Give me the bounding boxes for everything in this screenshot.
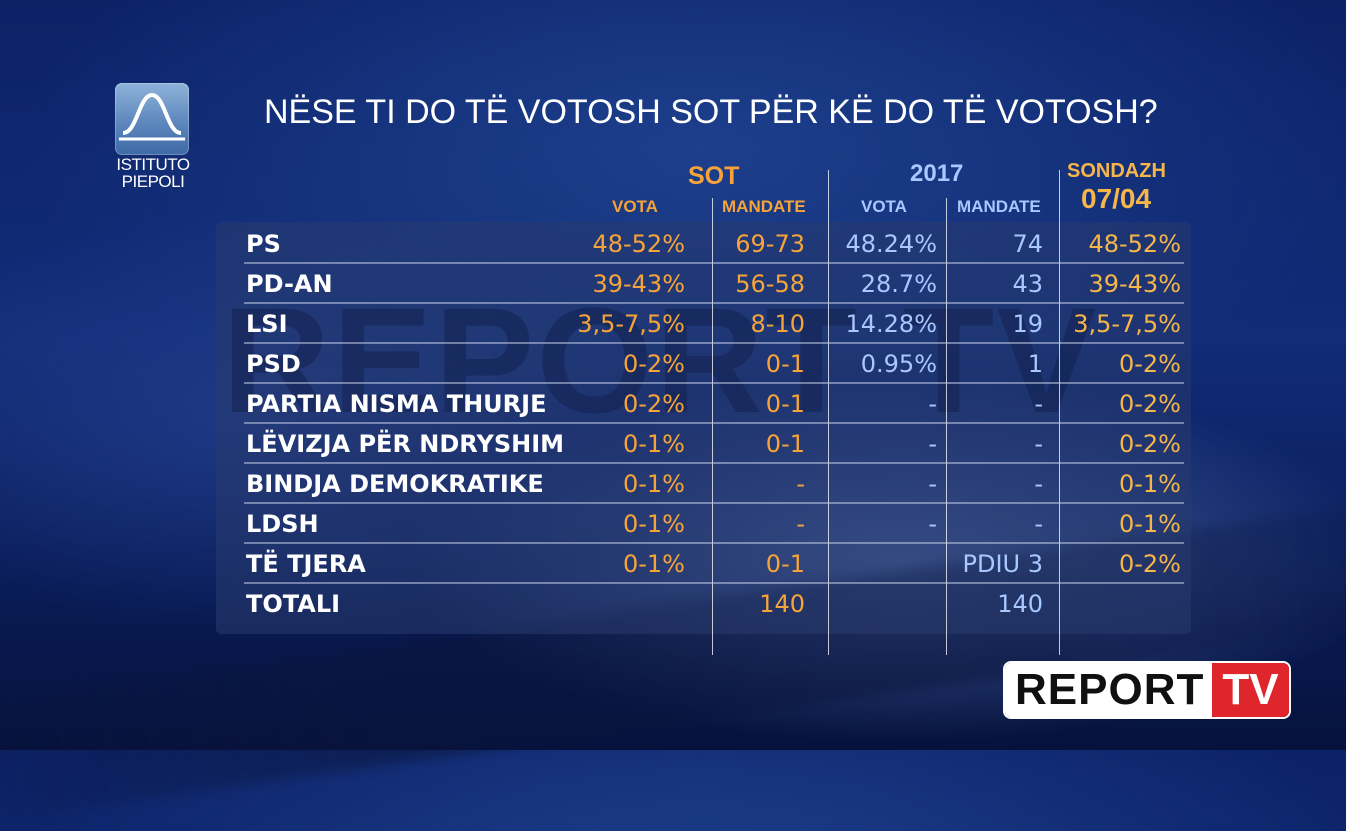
- row-separator: [244, 542, 1184, 544]
- party-name: LSI: [246, 310, 288, 338]
- cell-sot-vota: 0-2%: [622, 350, 685, 378]
- cell-sot-mandate: 0-1: [765, 350, 805, 378]
- party-name: BINDJA DEMOKRATIKE: [246, 470, 544, 498]
- cell-sot-mandate: 0-1: [765, 430, 805, 458]
- cell-sondazh: 0-2%: [1118, 550, 1181, 578]
- row-separator: [244, 302, 1184, 304]
- logo-line-2: PIEPOLI: [121, 172, 185, 191]
- subheader-sot-mandate: MANDATE: [722, 197, 806, 216]
- table-row: LËVIZJA PËR NDRYSHIM 0-1% 0-1 - - 0-2%: [244, 424, 1184, 464]
- watermark: REPORT TV: [222, 276, 1099, 444]
- party-name: TOTALI: [246, 590, 341, 618]
- row-separator: [244, 342, 1184, 344]
- cell-sondazh: 0-1%: [1118, 510, 1181, 538]
- cell-sot-mandate: 8-10: [750, 310, 805, 338]
- column-divider: [946, 198, 947, 655]
- cell-sondazh: 0-2%: [1118, 350, 1181, 378]
- party-name: PS: [246, 230, 281, 258]
- cell-2017-mandate: -: [1034, 390, 1043, 418]
- party-name: LDSH: [246, 510, 319, 538]
- cell-2017-vota: 28.7%: [860, 270, 937, 298]
- subheader-2017-vota: VOTA: [861, 197, 907, 216]
- row-separator: [244, 382, 1184, 384]
- cell-2017-vota: -: [928, 430, 937, 458]
- cell-sot-vota: 39-43%: [592, 270, 685, 298]
- table-row: TOTALI 140 140: [244, 584, 1184, 624]
- party-name: PARTIA NISMA THURJE: [246, 390, 547, 418]
- party-name: LËVIZJA PËR NDRYSHIM: [246, 430, 565, 458]
- results-panel: [216, 222, 1191, 634]
- row-separator: [244, 422, 1184, 424]
- cell-sot-mandate: 0-1: [765, 550, 805, 578]
- column-divider: [828, 170, 829, 655]
- brand-report: REPORT: [1005, 663, 1213, 717]
- cell-sondazh: 0-1%: [1118, 470, 1181, 498]
- cell-2017-mandate: 1: [1027, 350, 1043, 378]
- subheader-sot-vota: VOTA: [612, 197, 658, 216]
- header-sot: SOT: [688, 162, 740, 190]
- cell-sondazh: 39-43%: [1088, 270, 1181, 298]
- cell-2017-vota: -: [928, 390, 937, 418]
- table-row: PS 48-52% 69-73 48.24% 74 48-52%: [244, 224, 1184, 264]
- cell-sot-mandate: 56-58: [735, 270, 805, 298]
- cell-sot-vota: 0-1%: [622, 510, 685, 538]
- cell-sondazh: 0-2%: [1118, 390, 1181, 418]
- subheader-2017-mandate: MANDATE: [957, 197, 1041, 216]
- cell-2017-mandate: -: [1034, 430, 1043, 458]
- column-divider: [712, 198, 713, 655]
- cell-sondazh: 3,5-7,5%: [1073, 310, 1181, 338]
- party-name: PD-AN: [246, 270, 333, 298]
- row-separator: [244, 462, 1184, 464]
- cell-2017-vota: 14.28%: [845, 310, 937, 338]
- cell-sot-mandate: 0-1: [765, 390, 805, 418]
- istituto-piepoli-logo: [115, 83, 189, 155]
- cell-2017-mandate: -: [1034, 510, 1043, 538]
- report-tv-logo: REPORT TV: [1005, 663, 1289, 717]
- table-row: PARTIA NISMA THURJE 0-2% 0-1 - - 0-2%: [244, 384, 1184, 424]
- table-row: TË TJERA 0-1% 0-1 PDIU 3 0-2%: [244, 544, 1184, 584]
- table-row: LSI 3,5-7,5% 8-10 14.28% 19 3,5-7,5%: [244, 304, 1184, 344]
- column-divider: [1059, 170, 1060, 655]
- cell-sot-mandate: -: [796, 470, 805, 498]
- row-separator: [244, 582, 1184, 584]
- cell-sot-vota: 0-1%: [622, 470, 685, 498]
- row-separator: [244, 262, 1184, 264]
- cell-sot-mandate: -: [796, 510, 805, 538]
- logo-text: ISTITUTO PIEPOLI: [113, 156, 193, 190]
- cell-sot-vota: 48-52%: [592, 230, 685, 258]
- cell-sot-vota: 3,5-7,5%: [577, 310, 685, 338]
- cell-2017-vota: 48.24%: [845, 230, 937, 258]
- party-name: TË TJERA: [246, 550, 366, 578]
- header-2017: 2017: [910, 160, 964, 187]
- cell-sot-mandate: 69-73: [735, 230, 805, 258]
- cell-2017-mandate: 140: [997, 590, 1043, 618]
- brand-tv: TV: [1212, 663, 1289, 717]
- poll-question: NËSE TI DO TË VOTOSH SOT PËR KË DO TË VO…: [264, 93, 1158, 131]
- cell-2017-mandate: 19: [1012, 310, 1043, 338]
- cell-2017-vota: -: [928, 470, 937, 498]
- table-row: LDSH 0-1% - - - 0-1%: [244, 504, 1184, 544]
- header-sondazh: SONDAZH: [1067, 160, 1166, 182]
- cell-sondazh: 48-52%: [1088, 230, 1181, 258]
- arch-icon: [119, 92, 185, 141]
- cell-sot-vota: 0-2%: [622, 390, 685, 418]
- cell-2017-vota: 0.95%: [860, 350, 937, 378]
- cell-2017-mandate: 43: [1012, 270, 1043, 298]
- cell-2017-vota: -: [928, 510, 937, 538]
- cell-sot-vota: 0-1%: [622, 430, 685, 458]
- table-row: BINDJA DEMOKRATIKE 0-1% - - - 0-1%: [244, 464, 1184, 504]
- cell-2017-mandate: -: [1034, 470, 1043, 498]
- cell-sondazh: 0-2%: [1118, 430, 1181, 458]
- row-separator: [244, 502, 1184, 504]
- cell-2017-mandate: 74: [1012, 230, 1043, 258]
- table-row: PSD 0-2% 0-1 0.95% 1 0-2%: [244, 344, 1184, 384]
- table-row: PD-AN 39-43% 56-58 28.7% 43 39-43%: [244, 264, 1184, 304]
- party-name: PSD: [246, 350, 301, 378]
- header-sondazh-date: 07/04: [1081, 183, 1152, 214]
- cell-sot-vota: 0-1%: [622, 550, 685, 578]
- logo-line-1: ISTITUTO: [116, 155, 190, 174]
- cell-2017-mandate: PDIU 3: [962, 550, 1044, 578]
- cell-sot-mandate: 140: [759, 590, 805, 618]
